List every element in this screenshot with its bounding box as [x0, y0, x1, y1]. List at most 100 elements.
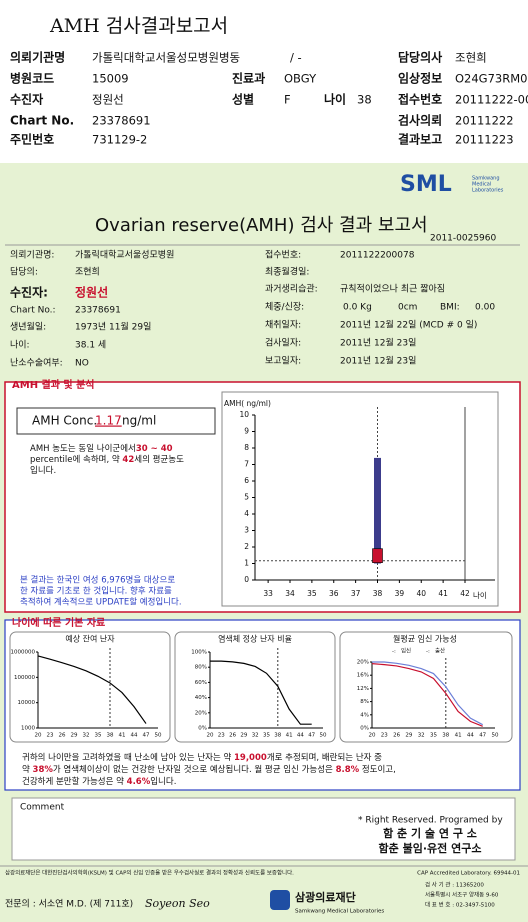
y-tick-label: 1 [244, 559, 249, 568]
text-segment: percentile에 속하며, 약 [30, 454, 122, 465]
x-tick-label: 50 [320, 733, 327, 739]
field-value: 가톨릭대학교서울성모병원 [75, 249, 174, 261]
field-label: 나이 [324, 92, 346, 107]
y-tick-label: 3 [244, 526, 249, 535]
paragraph-line: 약 38%가 염색체이상이 없는 건강한 난자일 것으로 예상됩니다. 월 평균… [22, 764, 396, 775]
field-value: 2011년 12월 23일 [340, 337, 416, 349]
report-number: 2011-0025960 [430, 234, 497, 244]
note-line: 한 자료를 기초로 한 것입니다. 향후 자료를 [20, 586, 172, 597]
x-tick-label: 37 [351, 589, 361, 598]
x-tick-label: 44 [467, 733, 474, 739]
text-segment: 42 [122, 455, 134, 465]
field-label: 체중/신장: [265, 302, 304, 313]
x-tick-label: 41 [455, 733, 462, 739]
x-tick-label: 20 [207, 733, 214, 739]
field-label: 접수번호: [265, 249, 301, 261]
section-heading: 나이에 따른 기본 자료 [12, 616, 105, 629]
x-tick-label: 20 [35, 733, 42, 739]
field-label: 과거생리습관: [265, 284, 318, 295]
paragraph-line: AMH 농도는 동일 나이군에서30 ~ 40 [30, 443, 173, 454]
x-tick-label: 38 [274, 733, 281, 739]
amh-chart-frame [221, 391, 499, 607]
paragraph-line: 건강하게 분만할 가능성은 약 4.6%입니다. [22, 776, 176, 787]
field-label: 담당의: [10, 266, 38, 278]
x-tick-label: 34 [285, 589, 295, 598]
field-label: 임상정보 [398, 71, 442, 86]
note-line: 본 결과는 한국인 여성 6,976명을 대상으로 [20, 575, 175, 586]
field-value: 규칙적이었으나 최근 짧아짐 [340, 283, 445, 295]
x-tick-label: 29 [405, 733, 412, 739]
legend-prefix: -: [392, 649, 396, 655]
x-tick-label: 32 [418, 733, 425, 739]
x-tick-label: 44 [131, 733, 138, 739]
org-info: 검 사 기 관 : 11365200 [425, 881, 484, 889]
field-label: 병원코드 [10, 71, 54, 86]
chart-title: 월평균 임신 가능성 [393, 634, 457, 644]
result-marker [372, 548, 383, 563]
x-tick-label: 40 [416, 589, 426, 598]
note-line: 축적하여 계속적으로 UPDATE할 예정입니다. [20, 597, 182, 608]
series-line [37, 655, 147, 724]
x-tick-label: 41 [438, 589, 448, 598]
series-line [371, 663, 483, 727]
series-line [210, 660, 312, 725]
text-segment: 4.6% [127, 777, 151, 787]
y-tick-label: 8% [360, 699, 369, 705]
field-label: 의뢰기관명 [10, 50, 65, 65]
field-label: 검사일자: [265, 337, 301, 349]
field-label: Chart No. [10, 114, 74, 128]
legend-label: 출산 [435, 647, 445, 655]
field-value: 조현희 [75, 266, 100, 278]
x-tick-label: 41 [286, 733, 293, 739]
field-label: 성별 [232, 92, 254, 107]
x-tick-label: 26 [393, 733, 400, 739]
field-value: 1973년 11월 29일 [75, 321, 151, 333]
y-tick-label: 8 [244, 443, 249, 452]
chart-panel [174, 631, 336, 743]
field-label: 검사의뢰 [398, 113, 442, 128]
org-icon [270, 890, 290, 910]
field-label: 진료과 [232, 71, 265, 86]
x-tick-label: 42 [460, 589, 470, 598]
field-value: F [284, 93, 291, 107]
y-tick-label: 10000 [18, 700, 36, 706]
x-tick-label: 23 [381, 733, 388, 739]
x-tick-label: 39 [395, 589, 405, 598]
y-tick-label: 0% [360, 726, 369, 732]
axis-title: AMH( ng/ml) [224, 399, 271, 408]
y-tick-label: 60% [195, 680, 207, 686]
x-tick-label: 38 [107, 733, 114, 739]
x-tick-label: 41 [119, 733, 126, 739]
field-label: 접수번호 [398, 92, 442, 107]
signature: Soyeon Seo [145, 897, 210, 910]
y-tick-label: 16% [357, 673, 369, 679]
comment-box [11, 797, 516, 861]
y-tick-label: 10 [239, 410, 249, 419]
x-tick-label: 33 [263, 589, 273, 598]
logo: SML [400, 172, 452, 197]
y-tick-label: 0% [198, 726, 207, 732]
x-tick-label: 47 [143, 733, 150, 739]
field-value: 15009 [92, 72, 129, 86]
y-tick-label: 5 [244, 493, 249, 502]
y-tick-label: 100000 [14, 675, 35, 681]
field-value: 23378691 [75, 306, 121, 316]
y-tick-label: 4 [244, 509, 249, 518]
comment-label: Comment [20, 803, 65, 813]
chart-panel [339, 631, 513, 743]
text-segment: 38% [33, 765, 54, 775]
x-tick-label: 23 [47, 733, 54, 739]
x-tick-label: 35 [430, 733, 437, 739]
x-tick-label: 50 [492, 733, 499, 739]
text-segment: 30 ~ 40 [136, 444, 173, 454]
paragraph-line: 입니다. [30, 465, 56, 476]
field-label: 주민번호 [10, 132, 54, 147]
legend-prefix: -: [426, 649, 430, 655]
text-segment: 세의 평균농도 [134, 454, 184, 465]
field-label: 의뢰기관명: [10, 250, 54, 261]
y-tick-label: 80% [195, 665, 207, 671]
y-tick-label: 7 [244, 460, 249, 469]
x-tick-label: 50 [155, 733, 162, 739]
field-value: 2011년 12월 22일 (MCD # 0 일) [340, 319, 477, 331]
section-heading: AMH 결과 및 분석 [12, 378, 95, 391]
